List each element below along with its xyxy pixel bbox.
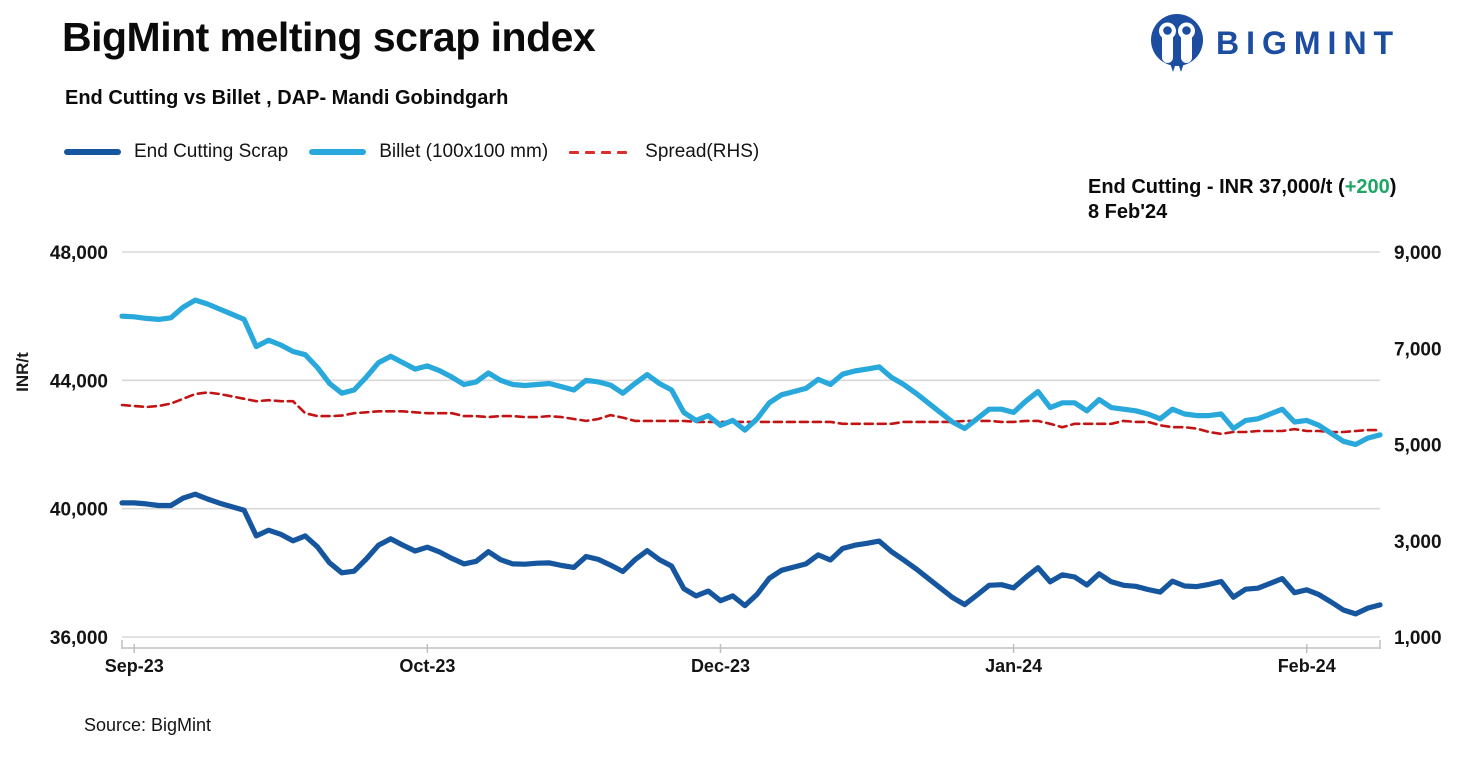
x-tick-label: Sep-23 (105, 656, 164, 676)
y-left-tick-label: 48,000 (50, 243, 108, 264)
y-right-tick-label: 9,000 (1394, 243, 1442, 264)
chart-subtitle: End Cutting vs Billet , DAP- Mandi Gobin… (65, 87, 509, 109)
y-right-tick-label: 5,000 (1394, 436, 1442, 457)
bigmint-logo-icon (1151, 14, 1203, 72)
end-cutting-line-swatch (64, 149, 121, 155)
delta-value: +200 (1344, 176, 1390, 198)
bigmint-logo-text: BIGMINT (1216, 24, 1401, 61)
y-axis-title: INR/t (13, 352, 32, 392)
series-line-billet (119, 297, 1383, 448)
annotation-line2: 8 Feb'24 (1088, 201, 1168, 223)
legend: End Cutting Scrap Billet (100x100 mm) Sp… (64, 141, 780, 163)
y-right-tick-label: 7,000 (1394, 339, 1442, 360)
billet-line-swatch (309, 149, 367, 155)
annotation-line1: End Cutting - INR 37,000/t (+200) (1088, 176, 1397, 198)
latest-value-annotation: End Cutting - INR 37,000/t (+200) 8 Feb'… (1088, 175, 1396, 225)
legend-label-spread: Spread(RHS) (645, 141, 760, 162)
y-left-tick-label: 36,000 (50, 628, 108, 649)
legend-label-end-cutting: End Cutting Scrap (134, 141, 289, 162)
x-tick-label: Dec-23 (691, 656, 750, 676)
bigmint-logo: BIGMINT (1150, 13, 1400, 73)
x-tick-label: Jan-24 (985, 656, 1042, 676)
legend-item-end-cutting: End Cutting Scrap (64, 141, 288, 163)
legend-item-billet: Billet (100x100 mm) (309, 141, 548, 163)
x-tick-label: Feb-24 (1278, 656, 1336, 676)
page-title: BigMint melting scrap index (62, 14, 596, 60)
x-tick-label: Oct-23 (399, 656, 455, 676)
y-left-tick-label: 40,000 (50, 500, 108, 521)
legend-item-spread: Spread(RHS) (569, 141, 759, 163)
y-right-tick-label: 1,000 (1394, 628, 1442, 649)
spread-dash-swatch (569, 150, 633, 154)
series-line-end-cutting (119, 491, 1383, 617)
y-right-tick-label: 3,000 (1394, 532, 1442, 553)
source-note: Source: BigMint (84, 715, 212, 735)
legend-label-billet: Billet (100x100 mm) (379, 141, 549, 162)
y-left-tick-label: 44,000 (50, 371, 108, 392)
